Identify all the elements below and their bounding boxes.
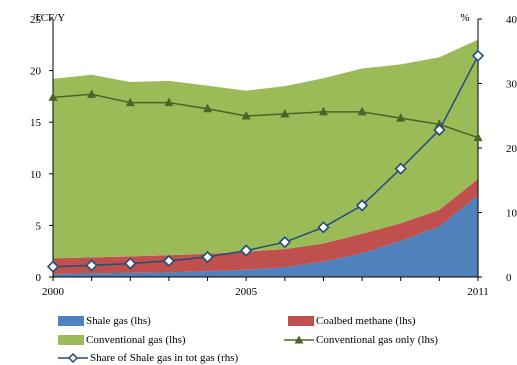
- marker-share-of-shale-gas-in-tot-gas: [46, 260, 60, 273]
- axis-labels: TCF/Y %: [34, 12, 470, 24]
- legend-item-coalbed: Coalbed methane (lhs): [288, 315, 416, 327]
- left-tick-label: 5: [36, 220, 42, 232]
- series-lines: [46, 49, 485, 273]
- marker-conventional-gas-only: [203, 103, 213, 113]
- right-tick-label: 0: [506, 272, 512, 284]
- left-tick-label: 20: [30, 66, 42, 78]
- legend-label-shale: Shale gas (lhs): [86, 315, 151, 327]
- marker-share-of-shale-gas-in-tot-gas: [471, 49, 485, 62]
- left-axis-label: TCF/Y: [34, 12, 65, 24]
- left-tick-label: 25: [30, 14, 42, 26]
- marker-share-of-shale-gas-in-tot-gas: [355, 199, 369, 212]
- marker-share-of-shale-gas-in-tot-gas: [201, 250, 214, 264]
- marker-share-of-shale-gas-in-tot-gas: [124, 257, 137, 270]
- legend-swatch-conventional: [58, 335, 84, 345]
- marker-share-of-shale-gas-in-tot-gas: [317, 221, 330, 234]
- marker-conventional-gas-only: [318, 106, 328, 116]
- legend-swatch-shale: [58, 316, 84, 326]
- marker-conventional-gas-only: [125, 97, 135, 107]
- marker-share-of-shale-gas-in-tot-gas: [433, 123, 446, 137]
- marker-share-of-shale-gas-in-tot-gas: [240, 244, 253, 257]
- right-tick-label: 20: [506, 143, 517, 155]
- marker-share-of-shale-gas-in-tot-gas: [278, 236, 291, 249]
- legend-item-share: Share of Shale gas in tot gas (rhs): [58, 352, 238, 364]
- marker-conventional-gas-only: [164, 97, 174, 107]
- area-shale-gas: [53, 195, 478, 277]
- line-share-of-shale-gas-in-tot-gas: [52, 55, 479, 268]
- marker-share-of-shale-gas-in-tot-gas: [162, 254, 176, 268]
- marker-conventional-gas-only: [241, 111, 251, 120]
- marker-conventional-gas-only: [473, 132, 483, 142]
- legend-label-conventional-only: Conventional gas only (lhs): [316, 334, 438, 346]
- legend-item-conventional: Conventional gas (lhs): [58, 334, 186, 346]
- area-conventional-gas: [53, 39, 478, 259]
- legend-label-conventional: Conventional gas (lhs): [86, 334, 186, 346]
- right-tick-label: 40: [506, 14, 517, 26]
- stacked-areas: [53, 39, 478, 277]
- marker-conventional-gas-only: [48, 92, 58, 101]
- line-conventional-gas-only: [52, 93, 479, 139]
- left-tick-label: 0: [36, 272, 42, 284]
- x-tick-label: 2011: [467, 286, 489, 298]
- area-coalbed-methane: [53, 179, 478, 274]
- x-tick-label: 2000: [42, 286, 65, 298]
- marker-share-of-shale-gas-in-tot-gas: [394, 162, 407, 175]
- marker-conventional-gas-only: [280, 108, 290, 118]
- legend-swatch-share: [58, 352, 88, 364]
- legend-label-share: Share of Shale gas in tot gas (rhs): [90, 352, 239, 364]
- legend-swatch-coalbed: [288, 316, 314, 326]
- marker-conventional-gas-only: [357, 106, 367, 116]
- marker-conventional-gas-only: [87, 89, 97, 98]
- legend-label-coalbed: Coalbed methane (lhs): [316, 315, 416, 327]
- legend-item-shale: Shale gas (lhs): [58, 315, 151, 327]
- marker-share-of-shale-gas-in-tot-gas: [85, 259, 98, 272]
- x-tick-label: 2005: [235, 286, 258, 298]
- right-axis-label: %: [460, 12, 469, 24]
- legend: Shale gas (lhs) Coalbed methane (lhs) Co…: [58, 309, 513, 365]
- axes: 0 5 10 15 20 25 0 10 20 30 40 2000 2005 2011: [30, 14, 517, 298]
- right-tick-label: 30: [506, 79, 517, 91]
- left-tick-label: 10: [30, 169, 42, 181]
- legend-swatch-conventional-only: [284, 334, 314, 346]
- legend-item-conventional-only: Conventional gas only (lhs): [284, 334, 438, 346]
- marker-conventional-gas-only: [396, 113, 406, 122]
- right-tick-label: 10: [506, 208, 517, 220]
- left-tick-label: 15: [30, 117, 42, 129]
